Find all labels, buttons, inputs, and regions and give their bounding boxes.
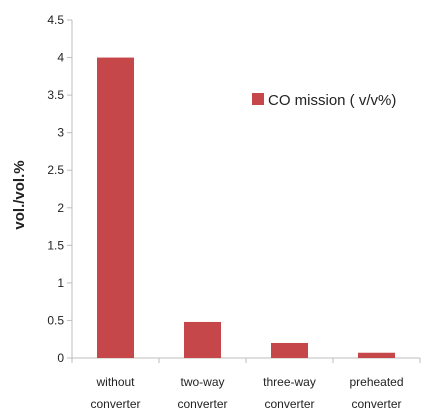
bars	[97, 57, 395, 359]
x-tick-label: converter	[351, 397, 401, 411]
legend-swatch	[252, 93, 264, 105]
bar	[97, 57, 134, 359]
x-tick-label: two-way	[180, 375, 224, 389]
y-tick-label: 1.5	[47, 238, 64, 252]
legend: CO mission ( v/v%)	[252, 92, 396, 109]
y-tick-label: 0	[57, 351, 64, 365]
y-axis: 0 0.5 1 1.5 2 2.5 3 3.5 4 4.5	[47, 13, 73, 365]
legend-label: CO mission ( v/v%)	[268, 92, 396, 109]
x-tick-label: converter	[177, 397, 227, 411]
y-tick-label: 0.5	[47, 313, 64, 327]
x-tick-label: without	[95, 375, 135, 389]
y-tick-label: 4.5	[47, 13, 64, 27]
bar	[271, 342, 308, 358]
bar	[184, 321, 221, 358]
y-tick-label: 3	[57, 126, 64, 140]
y-tick-label: 2.5	[47, 163, 64, 177]
y-tick-label: 4	[57, 51, 64, 65]
y-tick-label: 3.5	[47, 88, 64, 102]
bar	[358, 352, 395, 358]
y-tick-label: 2	[57, 201, 64, 215]
x-axis	[71, 357, 421, 363]
x-tick-label: preheated	[349, 375, 403, 389]
x-tick-label: converter	[90, 397, 140, 411]
x-tick-label: converter	[264, 397, 314, 411]
x-tick-label: three-way	[263, 375, 316, 389]
x-tick-labels: without converter two-way converter three-wa…	[90, 375, 403, 411]
y-axis-label: vol./vol.%	[11, 160, 28, 229]
y-tick-label: 1	[57, 276, 64, 290]
